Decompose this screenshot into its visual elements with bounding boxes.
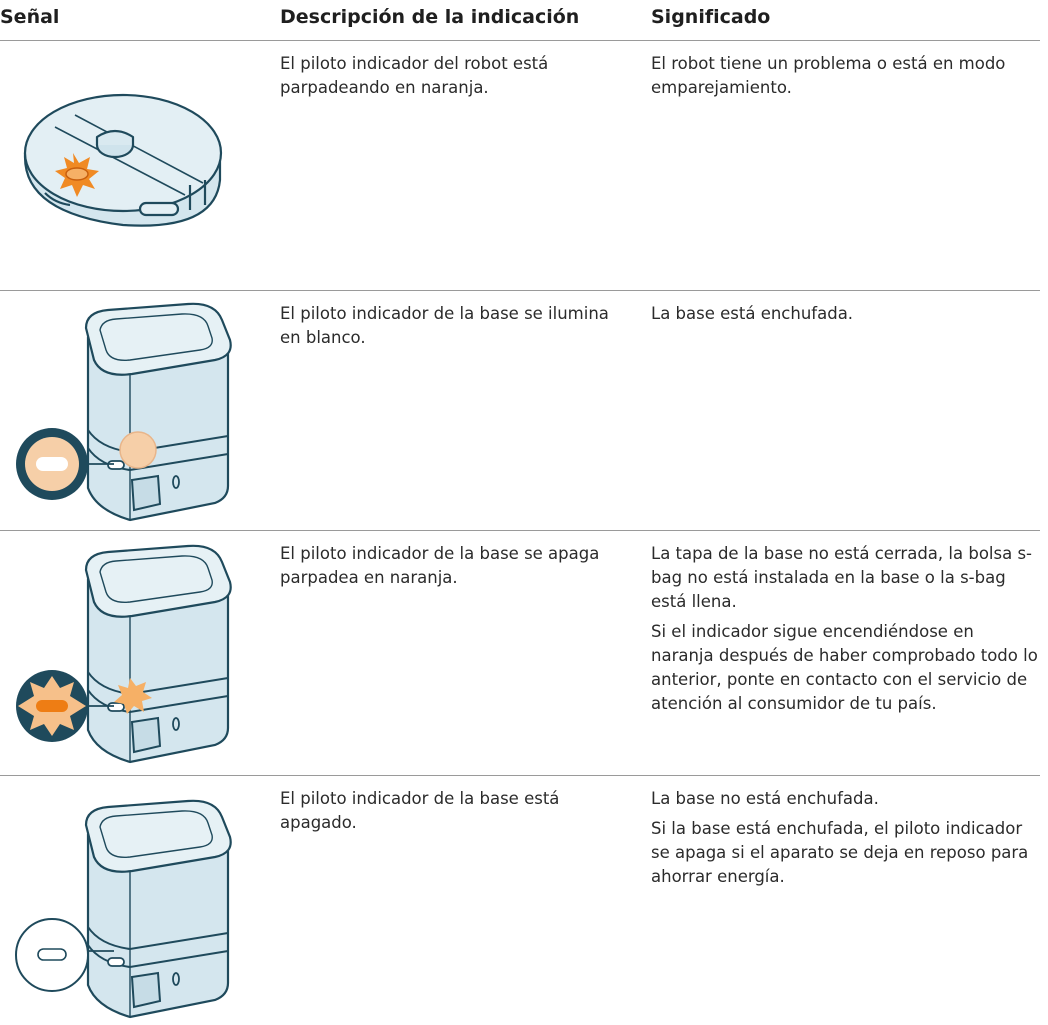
description: El piloto indicador de la base se apaga …	[280, 544, 600, 587]
column-header: Señal	[0, 6, 60, 28]
description: El piloto indicador del robot está parpa…	[280, 54, 549, 97]
robot-seam	[54, 114, 204, 196]
base-illustration	[15, 799, 232, 1019]
base-illustration	[16, 302, 232, 522]
meaning: La base está enchufada.	[651, 302, 1041, 332]
column-header: Descripción de la indicación	[280, 6, 580, 28]
meaning: La tapa de la base no está cerrada, la b…	[651, 542, 1041, 722]
indicator-light	[65, 167, 89, 181]
meaning: La base no está enchufada. Si la base es…	[651, 787, 1041, 895]
indicator-orange	[36, 700, 68, 712]
base	[84, 302, 232, 522]
column-header: Significado	[651, 6, 771, 28]
paragraph: Si el indicador sigue encendiéndose en n…	[651, 622, 1038, 713]
paragraph: Si la base está enchufada, el piloto ind…	[651, 819, 1029, 886]
paragraph: La tapa de la base no está cerrada, la b…	[651, 544, 1032, 611]
robot-illustration	[23, 93, 223, 227]
paragraph: La base no está enchufada.	[651, 789, 879, 808]
paragraph: La base está enchufada.	[651, 304, 854, 323]
paragraph: El robot tiene un problema o está en mod…	[651, 54, 1006, 97]
robot-sensor-top	[95, 129, 135, 145]
indicator-glow	[119, 431, 157, 469]
base	[84, 799, 232, 1019]
base-illustration	[16, 544, 232, 764]
divider	[0, 290, 1040, 291]
description: El piloto indicador de la base está apag…	[280, 789, 560, 832]
description: El piloto indicador de la base se ilumin…	[280, 304, 609, 347]
divider	[0, 530, 1040, 531]
divider	[0, 40, 1040, 41]
indicator-white	[36, 457, 68, 471]
robot	[23, 93, 223, 227]
orange-blink	[114, 678, 152, 714]
robot-vent	[44, 192, 71, 207]
robot-vent	[138, 201, 180, 217]
indicator-off	[37, 948, 67, 961]
base	[84, 544, 232, 764]
divider	[0, 775, 1040, 776]
meaning: El robot tiene un problema o está en mod…	[651, 52, 1041, 106]
robot-edge	[188, 180, 207, 210]
